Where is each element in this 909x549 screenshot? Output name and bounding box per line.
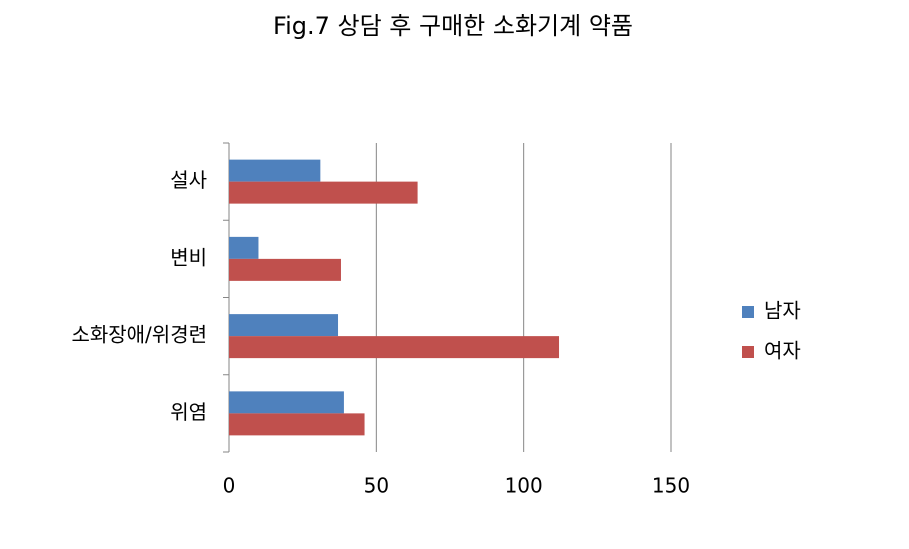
y-tick-label: 위염	[170, 400, 207, 424]
legend-swatch	[742, 306, 754, 318]
x-tick-label: 0	[223, 474, 236, 498]
bar	[229, 336, 560, 359]
bar	[229, 181, 418, 204]
bar	[229, 159, 321, 182]
x-tick-label: 150	[652, 474, 690, 498]
bar	[229, 236, 259, 259]
bar	[229, 413, 365, 436]
x-tick-label: 100	[505, 474, 543, 498]
legend-label: 남자	[764, 299, 801, 323]
legend-swatch	[742, 346, 754, 358]
bar	[229, 314, 339, 337]
x-tick-label: 50	[364, 474, 389, 498]
bar	[229, 391, 344, 414]
bar	[229, 258, 341, 281]
y-tick-label: 설사	[170, 168, 207, 192]
y-tick-label: 소화장애/위경련	[71, 323, 207, 347]
legend-label: 여자	[764, 339, 801, 363]
chart-title: Fig.7 상담 후 구매한 소화기계 약품	[273, 12, 633, 40]
y-tick-label: 변비	[170, 245, 207, 269]
